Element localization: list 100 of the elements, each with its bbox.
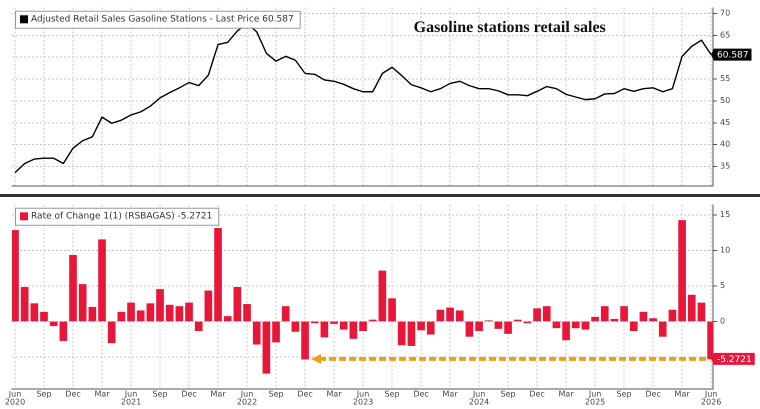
- x-tick-label: Sep: [616, 389, 632, 398]
- x-tick-label: Dec: [181, 389, 197, 398]
- x-tick-label: Mar: [326, 389, 342, 398]
- bar: [640, 312, 648, 322]
- bar: [292, 322, 300, 332]
- bar: [668, 310, 676, 322]
- y-tick-label: 55: [720, 74, 730, 84]
- bar: [127, 302, 135, 322]
- bar: [243, 304, 251, 322]
- y-tick-label: 70: [720, 8, 730, 18]
- legend-label: Rate of Change 1(1) (RSBAGAS) -5.2721: [31, 212, 212, 222]
- bar: [282, 306, 290, 322]
- x-tick-label: Jun 2020: [4, 389, 26, 407]
- x-tick-label: Dec: [529, 389, 545, 398]
- bar: [600, 306, 609, 322]
- text: Gasoline stations retail sales: [414, 18, 606, 36]
- x-tick-label: Jun 2022: [236, 389, 258, 407]
- bar: [88, 306, 96, 322]
- bar: [98, 239, 106, 322]
- bar: [649, 318, 657, 322]
- y-tick-label: 10: [720, 245, 730, 254]
- y-tick-label: 35: [720, 162, 730, 171]
- bar: [40, 312, 48, 322]
- bar: [204, 290, 212, 322]
- bar: [417, 322, 425, 330]
- x-tick-label: Jun 2021: [120, 389, 142, 407]
- bar: [272, 322, 280, 342]
- x-tick-label: Dec: [645, 389, 661, 398]
- y-tick-label: 15: [720, 210, 730, 219]
- bar: [398, 322, 406, 346]
- bar: [30, 303, 38, 322]
- bar: [436, 310, 444, 322]
- bar: [494, 322, 502, 329]
- bar: [698, 302, 706, 322]
- x-tick-label: Dec: [65, 389, 81, 398]
- bar: [78, 284, 87, 322]
- bar: [340, 322, 348, 330]
- bar: [301, 322, 309, 360]
- bar: [572, 322, 580, 328]
- x-tick-label: Jun 2024: [468, 389, 490, 407]
- x-tick-label: Sep: [36, 389, 52, 398]
- bar: [20, 286, 29, 322]
- y-tick-label: 5: [720, 280, 726, 290]
- ref-line-label: -5.2721: [717, 354, 752, 365]
- bar: [262, 322, 270, 374]
- x-tick-label: Mar: [210, 389, 226, 398]
- bar: [214, 228, 222, 322]
- bar: [408, 322, 416, 346]
- x-tick-label: Jun 2023: [352, 389, 374, 407]
- x-tick-label: Sep: [152, 389, 168, 398]
- bar: [552, 322, 560, 328]
- bar: [252, 322, 261, 345]
- bar: [194, 322, 203, 332]
- bar: [12, 230, 19, 322]
- x-tick-label: Mar: [94, 389, 110, 398]
- bar: [542, 306, 551, 322]
- bar: [426, 322, 435, 335]
- bar: [234, 286, 242, 322]
- x-tick-label: Jun 2026: [700, 389, 722, 407]
- bar: [678, 220, 686, 322]
- bar: [166, 304, 174, 322]
- bar: [118, 312, 126, 322]
- bar: [475, 322, 483, 332]
- bar: [185, 302, 193, 322]
- bar: [176, 306, 184, 322]
- bar: [533, 308, 541, 322]
- x-tick-label: Jun 2025: [584, 389, 606, 407]
- bar: [224, 316, 232, 322]
- y-tick-label: 45: [720, 118, 730, 127]
- x-tick-label: Mar: [674, 389, 690, 398]
- bar: [156, 289, 164, 322]
- bar: [620, 306, 628, 322]
- bar: [562, 322, 570, 340]
- bar: [446, 308, 454, 322]
- x-tick-label: Sep: [268, 389, 284, 398]
- bar: [388, 298, 396, 322]
- bar: [466, 322, 474, 337]
- legend-label: Adjusted Retail Sales Gasoline Stations - Last Price 60.587: [31, 14, 294, 25]
- data-label: 60.587: [717, 50, 748, 60]
- y-tick-label: 50: [720, 96, 730, 106]
- x-tick-label: Mar: [442, 389, 458, 398]
- bar: [610, 318, 618, 322]
- bar: [688, 294, 696, 322]
- bar: [591, 316, 599, 322]
- bar: [60, 322, 68, 341]
- bar: [50, 322, 58, 326]
- bar: [378, 270, 386, 322]
- bar: [630, 322, 638, 332]
- bar: [359, 322, 367, 332]
- x-tick-label: Sep: [384, 389, 400, 398]
- bar: [320, 322, 328, 338]
- x-tick-label: Dec: [413, 389, 429, 398]
- bar: [108, 322, 116, 344]
- x-tick-label: Sep: [500, 389, 516, 398]
- bar: [350, 322, 358, 339]
- x-tick-label: Dec: [297, 389, 313, 398]
- bar: [582, 322, 590, 330]
- bar: [658, 322, 667, 337]
- bar: [504, 322, 512, 334]
- y-tick-label: 0: [720, 316, 726, 326]
